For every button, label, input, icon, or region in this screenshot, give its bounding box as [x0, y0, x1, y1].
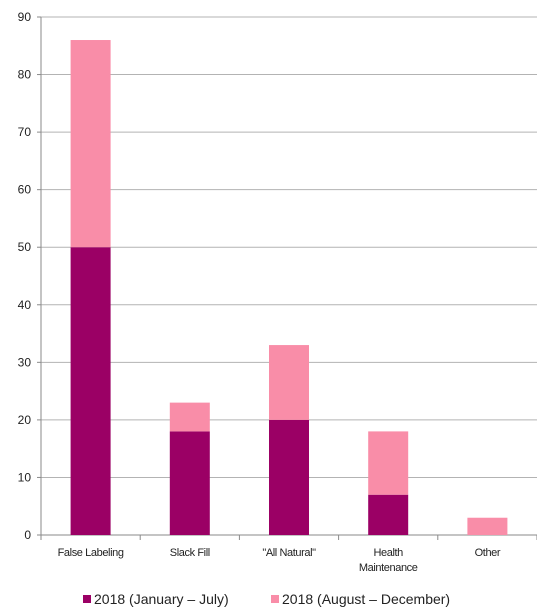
y-tick-label: 0: [24, 528, 31, 542]
bar-segment: [71, 247, 111, 535]
y-tick-label: 80: [18, 68, 32, 82]
legend-label: 2018 (January – July): [94, 591, 229, 607]
bar-segment: [71, 40, 111, 247]
y-tick-label: 90: [18, 10, 32, 24]
y-tick-label: 40: [18, 298, 32, 312]
legend-label: 2018 (August – December): [282, 591, 450, 607]
y-tick-label: 70: [18, 125, 32, 139]
bar-segment: [170, 403, 210, 432]
bar-segment: [467, 518, 507, 535]
legend-swatch: [83, 595, 91, 603]
y-tick-label: 30: [18, 355, 32, 369]
y-tick-label: 20: [18, 413, 32, 427]
x-category-label: Slack Fill: [170, 547, 210, 559]
x-category-label: Maintenance: [359, 562, 418, 574]
bar-segment: [170, 431, 210, 535]
bars: [71, 40, 508, 535]
y-tick-label: 50: [18, 240, 32, 254]
legend: 2018 (January – July) 2018 (August – Dece…: [83, 591, 450, 607]
x-category-label: Health: [373, 547, 403, 559]
bar-segment: [269, 420, 309, 535]
bar-segment: [368, 495, 408, 535]
x-category-label: "All Natural": [262, 547, 316, 559]
legend-swatch: [271, 595, 279, 603]
bar-segment: [368, 431, 408, 494]
y-tick-label: 60: [18, 183, 32, 197]
x-category-label: Other: [475, 547, 501, 559]
x-category-label: False Labeling: [58, 547, 124, 559]
y-tick-label: 10: [18, 470, 32, 484]
bar-segment: [269, 345, 309, 420]
